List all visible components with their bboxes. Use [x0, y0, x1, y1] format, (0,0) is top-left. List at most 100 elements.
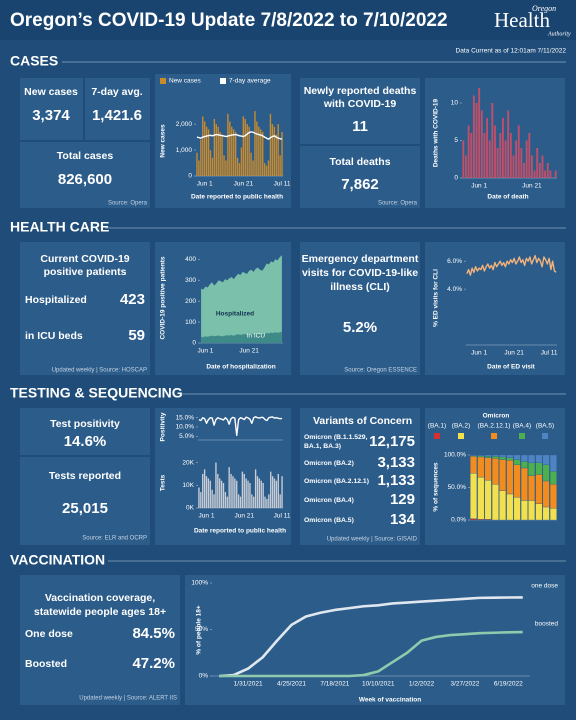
- kpi-label: Vaccination coverage,: [45, 592, 155, 604]
- bar-segment: [549, 484, 557, 509]
- bar-segment: [528, 500, 536, 521]
- bar: [488, 140, 491, 178]
- bar: [200, 492, 202, 508]
- bar: [281, 131, 283, 176]
- bar-segment: [491, 458, 499, 485]
- bar: [483, 133, 486, 178]
- x-axis-title: Date reported to public health: [191, 194, 283, 201]
- logo-main: Health: [494, 8, 550, 32]
- bar-segment: [484, 480, 492, 520]
- bar: [223, 155, 225, 176]
- legend-label: (BA.5): [536, 423, 554, 430]
- bar: [209, 480, 211, 508]
- bar: [262, 483, 264, 508]
- y-axis-title: Positivity: [160, 412, 167, 441]
- source: Source: Oregon ESSENCE: [344, 368, 417, 374]
- source: Source: ELR and OCRP: [82, 536, 147, 542]
- bar: [467, 125, 470, 178]
- section-title: HEALTH CARE: [10, 219, 109, 235]
- bar: [230, 473, 232, 508]
- bar-segment: [477, 454, 485, 456]
- bar: [480, 110, 483, 178]
- bar: [256, 476, 259, 508]
- legend-title: Omicron: [483, 413, 510, 420]
- bar: [198, 487, 200, 508]
- kpi-label: One dose: [25, 628, 73, 640]
- bar: [219, 478, 221, 508]
- bar: [275, 134, 277, 176]
- bar: [237, 494, 240, 508]
- section-title: TESTING & SEQUENCING: [10, 385, 183, 401]
- source: Updated weekly | Source: ALERT IIS: [79, 696, 177, 702]
- bar: [207, 129, 210, 176]
- legend-label: (BA.1): [428, 423, 446, 430]
- card: [20, 408, 150, 455]
- source: Source: Opera: [378, 201, 418, 207]
- bar: [244, 118, 246, 176]
- x-tick-label: 3/27/2022: [450, 681, 479, 688]
- x-tick-label: Jun 21: [504, 350, 524, 357]
- kpi-value: 423: [120, 291, 145, 308]
- bar: [263, 163, 266, 176]
- card: [300, 242, 420, 375]
- bar-segment: [513, 464, 521, 498]
- y-tick-label: 0: [192, 340, 196, 347]
- area: [201, 331, 282, 343]
- x-axis-title: Date of hospitalization: [206, 364, 275, 371]
- bar: [520, 148, 523, 178]
- kpi-label: Current COVID-19: [40, 253, 129, 265]
- bar: [273, 478, 276, 508]
- chart-card: [155, 74, 291, 208]
- bar: [239, 496, 242, 508]
- x-tick-label: Jul 11: [274, 513, 291, 520]
- bar: [202, 473, 204, 508]
- source: Updated weekly | Source: HOSCAP: [52, 368, 147, 374]
- kpi-label: Tests reported: [49, 470, 121, 482]
- bar: [528, 133, 531, 178]
- card: [20, 78, 83, 140]
- kpi-label: with COVID-19: [323, 98, 397, 110]
- bar: [277, 473, 279, 508]
- bar: [253, 496, 255, 508]
- y-tick-label: 50%: [195, 626, 208, 633]
- bar-segment: [484, 456, 492, 458]
- y-tick-label: 100%: [191, 580, 208, 587]
- line: [198, 416, 283, 437]
- kpi-label: in ICU beds: [25, 330, 83, 342]
- y-axis-title: % ED visits for CLI: [433, 269, 440, 327]
- bar: [203, 469, 206, 508]
- area: [201, 255, 282, 343]
- y-axis-title: Tests: [160, 474, 167, 491]
- bar-segment: [491, 454, 499, 457]
- y-tick-label: 5.0%: [179, 433, 194, 440]
- x-tick-label: 7/18/2021: [320, 681, 349, 688]
- bar-segment: [535, 462, 543, 475]
- bar: [215, 462, 217, 508]
- bar: [236, 157, 239, 176]
- bar: [241, 471, 244, 508]
- x-tick-label: Jun 1: [471, 183, 487, 190]
- bar: [268, 494, 270, 508]
- kpi-label: Boosted: [25, 658, 67, 670]
- bar-segment: [542, 506, 550, 521]
- kpi-label: Hospitalized: [25, 294, 87, 306]
- kpi-label: positive patients: [44, 266, 127, 278]
- card: [300, 408, 420, 545]
- bar: [504, 140, 507, 178]
- legend-swatch: [542, 433, 548, 439]
- variant-label: Omicron (BA.5): [304, 517, 354, 524]
- bar: [254, 469, 257, 508]
- legend-label: New cases: [169, 78, 202, 85]
- x-tick-label: Jun 1: [197, 181, 213, 188]
- kpi-value: 11: [352, 118, 368, 135]
- kpi-label: Test positivity: [50, 418, 120, 430]
- bar-segment: [535, 474, 543, 504]
- bar-segment: [499, 454, 507, 458]
- legend-label: (BA.4): [513, 423, 531, 430]
- legend-swatch: [519, 433, 525, 439]
- bar: [554, 170, 557, 178]
- bar: [217, 473, 219, 508]
- legend-label: (BA.2): [452, 423, 470, 430]
- x-axis-title: Date of death: [487, 194, 528, 201]
- bar: [279, 494, 281, 508]
